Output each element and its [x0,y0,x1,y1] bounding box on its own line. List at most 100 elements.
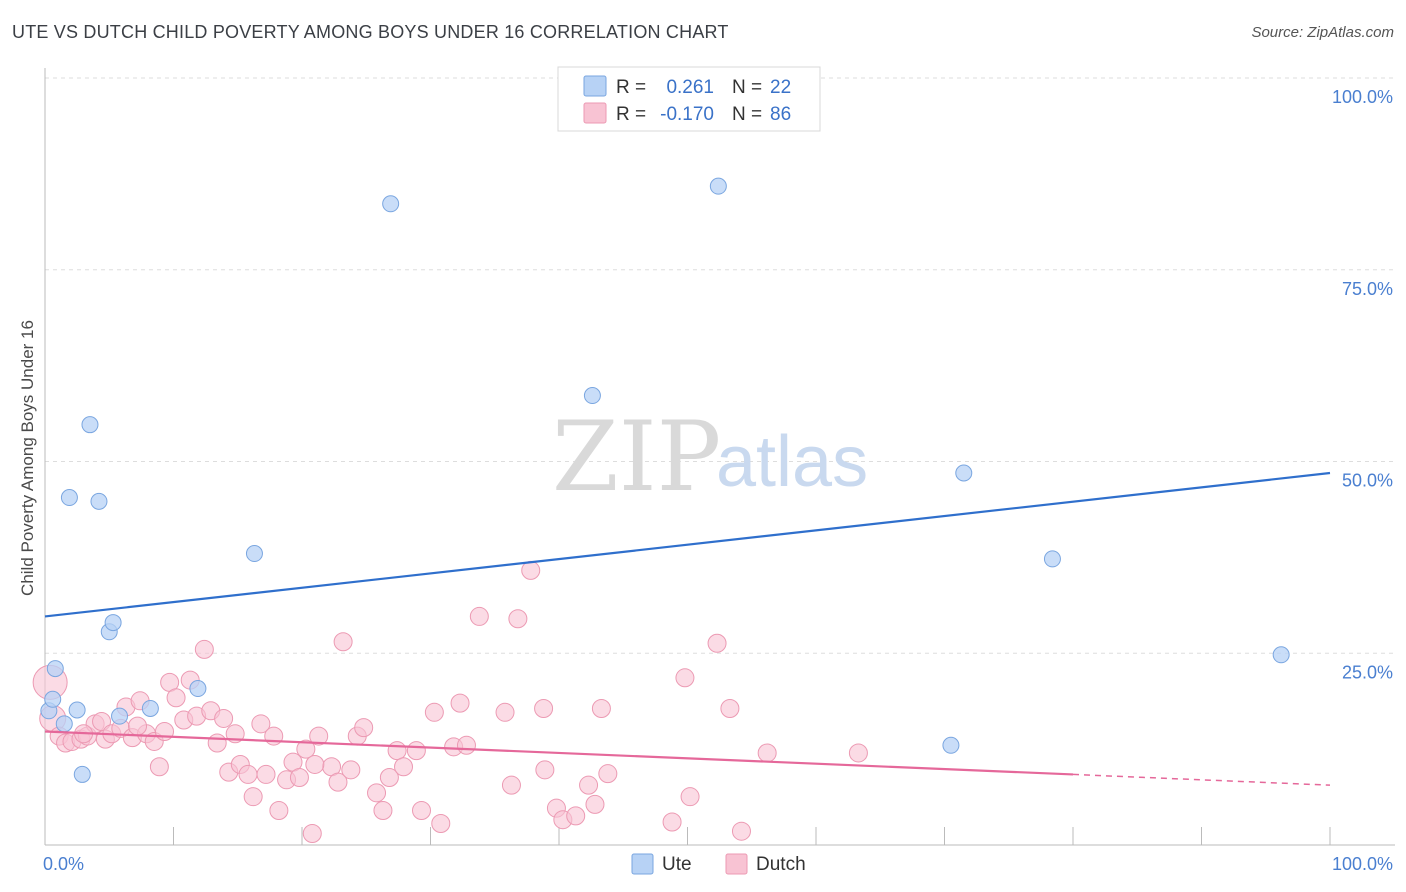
dutch-trend-line [44,730,1074,776]
dutch-point [387,741,407,761]
axes [44,68,1395,846]
watermark-zip: ZIP [552,401,721,513]
dutch-point [328,772,348,792]
ute-point [44,690,62,708]
y-axis-label: Child Poverty Among Boys Under 16 [18,320,37,596]
dutch-point [707,633,727,653]
dutch-point [251,714,271,734]
dutch-point [394,757,414,777]
dutch-point [214,708,234,728]
dutch-point [373,800,393,820]
ute-point [245,545,263,563]
dutch-point [341,760,361,780]
dutch-point [534,698,554,718]
dutch-point [848,743,868,763]
ute-trend-line [44,471,1331,618]
dutch-point [289,768,309,788]
ute-points [40,177,1290,783]
dutch-point [238,764,258,784]
y-tick-label-50: 50.0% [1342,471,1393,491]
dutch-point [731,821,751,841]
bottom-legend-swatch-dutch [725,853,748,875]
dutch-point [412,800,432,820]
dutch-point [149,757,169,777]
dutch-point [269,800,289,820]
dutch-point [521,560,541,580]
dutch-point [501,775,521,795]
legend-r-label-dutch: R = [616,104,646,125]
dutch-point [662,812,682,832]
x-tick-label-max: 100.0% [1332,854,1393,874]
dutch-point [256,764,276,784]
dutch-point [302,823,322,843]
dutch-point [495,702,515,722]
ute-point [189,680,207,698]
ute-point [55,715,73,733]
dutch-point [309,726,329,746]
ute-point [583,387,601,405]
dutch-point [591,698,611,718]
y-tick-label-75: 75.0% [1342,279,1393,299]
dutch-point [680,787,700,807]
legend-n-value-dutch: 86 [770,104,791,125]
dutch-point [333,632,353,652]
bottom-legend-dutch: Dutch [756,854,806,875]
ute-point [709,177,727,195]
x-tick-label-min: 0.0% [43,854,84,874]
dutch-point [585,794,605,814]
ute-point [942,736,960,754]
bottom-legend: Ute Dutch [631,853,806,875]
ute-point [90,492,108,510]
dutch-point [194,639,214,659]
ute-point [46,660,64,678]
dutch-point [675,668,695,688]
dutch-point [243,787,263,807]
watermark-atlas: atlas [716,422,868,502]
dutch-point [431,814,451,834]
dutch-point [379,768,399,788]
dutch-point [579,775,599,795]
legend-n-label-dutch: N = [732,104,762,125]
dutch-point [450,693,470,713]
legend-swatch-ute [583,75,607,97]
dutch-point [424,702,444,722]
trend-lines [44,471,1331,786]
dutch-point [757,743,777,763]
dutch-point [354,718,374,738]
bottom-legend-ute: Ute [662,854,692,875]
source-label: Source: ZipAtlas.com [1251,24,1394,41]
dutch-point [508,609,528,629]
dutch-point [305,754,325,774]
dutch-point [406,741,426,761]
legend-n-label-ute: N = [732,77,762,98]
legend: R = 0.261 N = 22 R = -0.170 N = 86 [557,66,821,132]
ute-point [1272,646,1290,664]
ute-point [111,707,129,725]
dutch-point [166,688,186,708]
dutch-point [367,783,387,803]
legend-swatch-dutch [583,102,607,124]
legend-r-label-ute: R = [616,77,646,98]
ute-point [955,464,973,482]
dutch-point [720,698,740,718]
legend-r-value-dutch: -0.170 [660,104,714,125]
dutch-point [598,764,618,784]
grid-lines [45,77,1395,654]
ute-point [73,765,91,783]
ute-point [382,195,400,213]
watermark: ZIP atlas [552,401,868,513]
dutch-point [296,739,316,759]
dutch-trend-extension [1072,773,1331,786]
dutch-points [32,560,868,843]
dutch-point [128,716,148,736]
y-tick-label-100: 100.0% [1332,87,1393,107]
chart-title: UTE VS DUTCH CHILD POVERTY AMONG BOYS UN… [12,22,729,42]
tick-labels: 25.0% 50.0% 75.0% 100.0% 0.0% 100.0% [43,87,1393,874]
dutch-point [456,735,476,755]
dutch-point [207,733,227,753]
legend-n-value-ute: 22 [770,77,791,98]
y-tick-label-25: 25.0% [1342,662,1393,682]
dutch-point [469,606,489,626]
dutch-point [535,760,555,780]
